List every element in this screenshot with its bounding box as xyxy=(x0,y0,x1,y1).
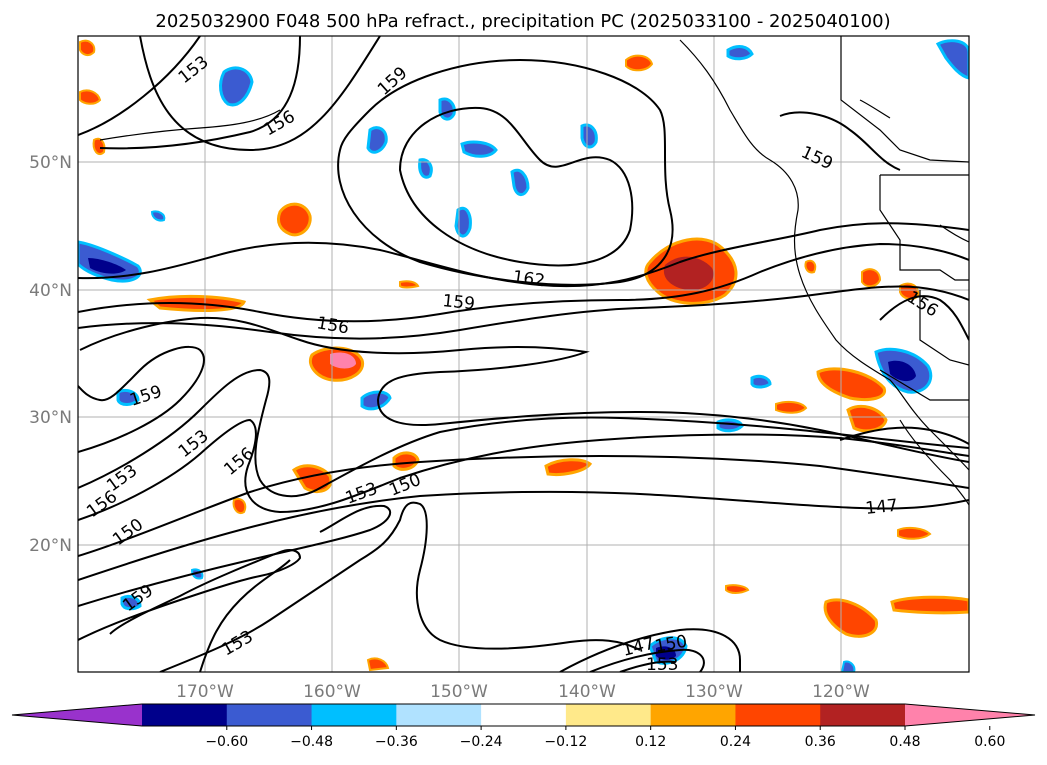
positive-anomaly-areas xyxy=(79,39,969,672)
colorbar-tick-label: −0.36 xyxy=(375,734,418,750)
lat-label: 20°N xyxy=(29,536,72,556)
colorbar-segment xyxy=(565,704,652,726)
colorbar-tick-label: 0.12 xyxy=(635,734,666,750)
latitude-labels: 50°N 40°N 30°N 20°N xyxy=(29,153,72,556)
contour-label: 159 xyxy=(441,291,475,314)
colorbar-tick-label: −0.12 xyxy=(544,734,587,750)
colorbar-outline xyxy=(11,703,1036,727)
map-frame xyxy=(77,35,970,673)
lat-label: 50°N xyxy=(29,153,72,173)
map-panel: 153 159 156 159 162 159 156 159 153 153 … xyxy=(77,35,970,675)
colorbar-segments xyxy=(11,703,1036,727)
contour-label: 153 xyxy=(646,655,678,675)
colorbar-segment xyxy=(650,704,736,726)
colorbar-tick-label: −0.24 xyxy=(460,734,503,750)
colorbar-segment xyxy=(481,704,567,726)
colorbar-segment xyxy=(311,704,397,726)
longitude-labels: 170°W 160°W 150°W 140°W 130°W 120°W xyxy=(176,682,870,702)
lon-label: 140°W xyxy=(558,682,616,702)
contour-label: 147 xyxy=(864,496,898,519)
lon-label: 170°W xyxy=(176,682,234,702)
colorbar-segment xyxy=(735,704,821,726)
colorbar-segment xyxy=(142,704,228,726)
colorbar-segment xyxy=(226,704,313,726)
colorbar-tick-label: 0.60 xyxy=(974,734,1005,750)
map-background xyxy=(78,36,969,672)
colorbar-tick-label: 0.24 xyxy=(720,734,751,750)
colorbar-extend-low xyxy=(12,704,142,726)
colorbar-tick-label: −0.60 xyxy=(205,734,248,750)
colorbar-tick-label: 0.36 xyxy=(805,734,836,750)
lon-label: 120°W xyxy=(812,682,870,702)
lon-label: 130°W xyxy=(685,682,743,702)
colorbar-segment xyxy=(396,704,482,726)
colorbar-segment xyxy=(820,704,906,726)
refractivity-contours xyxy=(78,36,969,672)
colorbar-ticks: −0.60 −0.48 −0.36 −0.24 −0.12 0.12 0.24 0.36 0.4… xyxy=(205,726,1005,750)
colorbar-tick-label: −0.48 xyxy=(290,734,333,750)
negative-anomaly-areas xyxy=(78,39,969,672)
lon-label: 150°W xyxy=(430,682,488,702)
lat-label: 40°N xyxy=(29,281,72,301)
colorbar-extend-high xyxy=(905,704,1035,726)
contour-label: 162 xyxy=(511,267,546,291)
coastlines xyxy=(99,36,969,506)
precipitation-shading xyxy=(78,39,969,672)
lon-label: 160°W xyxy=(303,682,361,702)
colorbar: −0.60 −0.48 −0.36 −0.24 −0.12 0.12 0.24 0.36 0.4… xyxy=(11,703,1036,750)
lat-label: 30°N xyxy=(29,408,72,428)
colorbar-tick-label: 0.48 xyxy=(889,734,920,750)
figure-title: 2025032900 F048 500 hPa refract., precip… xyxy=(155,11,890,32)
